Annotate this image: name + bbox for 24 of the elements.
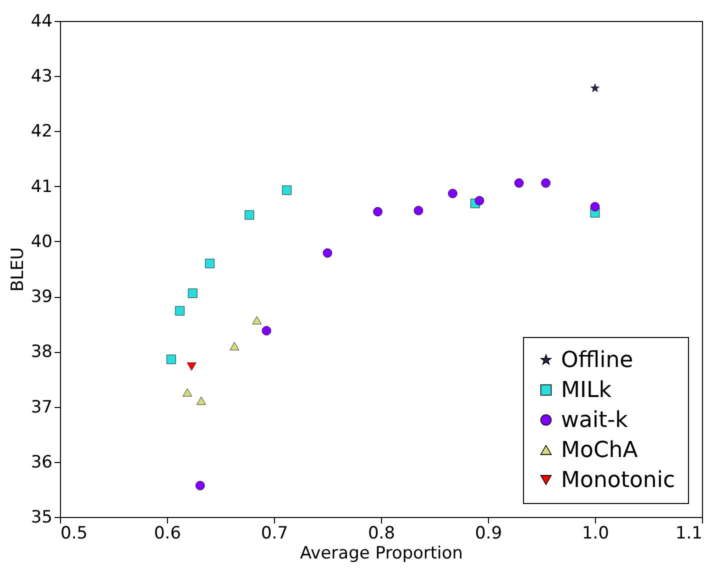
x-tick-label: 0.9 [474, 524, 502, 544]
legend-label: MoChA [561, 438, 638, 463]
x-tick-label: 1.1 [675, 524, 702, 544]
x-tick-label: 0.7 [260, 524, 288, 544]
y-tick-label: 38 [30, 342, 52, 362]
x-tick-label: 0.8 [368, 524, 396, 544]
legend-label: MILk [561, 378, 612, 403]
x-tick-label: 0.5 [60, 524, 88, 544]
x-tick-label: 1.0 [582, 524, 610, 544]
legend-label: Offline [561, 348, 634, 373]
y-tick-label: 35 [30, 508, 52, 528]
y-tick-label: 44 [30, 12, 52, 32]
y-tick-label: 41 [30, 176, 52, 197]
y-axis-title: BLEU [8, 247, 28, 292]
legend-label: Monotonic [561, 468, 676, 493]
x-axis-title: Average Proportion [300, 544, 463, 564]
y-tick-label: 37 [30, 397, 52, 418]
y-tick-label: 40 [30, 232, 52, 252]
y-tick-label: 36 [30, 452, 52, 472]
legend-label: wait-k [561, 408, 628, 433]
y-tick-label: 39 [30, 287, 52, 308]
y-tick-label: 42 [30, 122, 52, 142]
y-tick-label: 43 [30, 66, 52, 87]
x-tick-label: 0.6 [154, 524, 182, 544]
